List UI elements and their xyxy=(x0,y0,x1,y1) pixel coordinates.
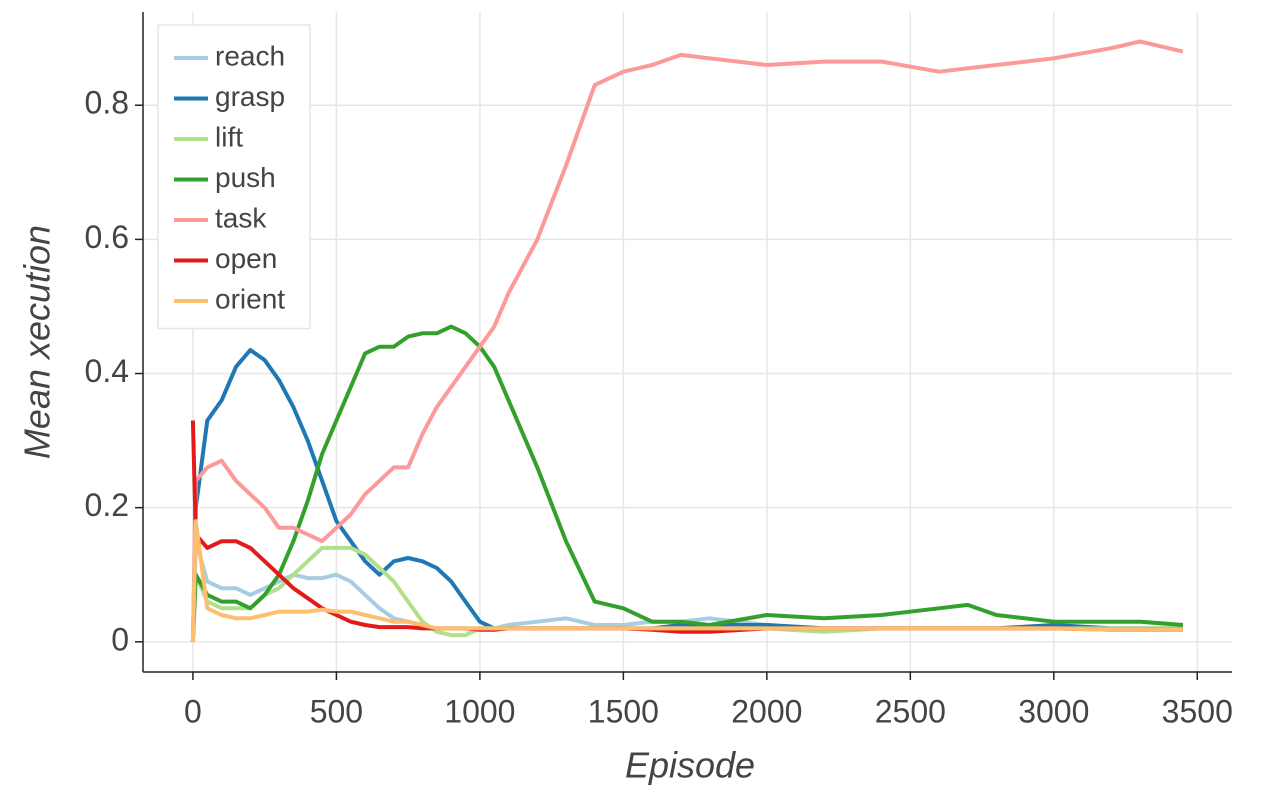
x-tick-label: 1000 xyxy=(444,693,515,729)
x-tick-label: 2000 xyxy=(731,693,802,729)
legend-label: reach xyxy=(215,40,285,71)
series-line xyxy=(190,39,1184,642)
y-tick-label: 0.2 xyxy=(85,487,129,523)
x-tick-label: 500 xyxy=(310,693,363,729)
x-tick-label: 3500 xyxy=(1162,693,1233,729)
y-tick-label: 0.4 xyxy=(85,353,129,389)
y-axis-label: Mean xecution xyxy=(17,225,58,459)
y-tick-label: 0.6 xyxy=(85,219,129,255)
y-tick-label: 0.8 xyxy=(85,85,129,121)
series-line xyxy=(190,519,1183,642)
series-line xyxy=(190,348,1183,642)
x-tick-label: 0 xyxy=(184,693,202,729)
legend-label: grasp xyxy=(215,81,285,112)
series-line xyxy=(190,324,1184,642)
x-tick-label: 1500 xyxy=(588,693,659,729)
legend-label: open xyxy=(215,243,277,274)
legend-box xyxy=(157,24,311,330)
legend-label: task xyxy=(215,202,267,233)
x-tick-label: 3000 xyxy=(1018,693,1089,729)
x-tick-label: 2500 xyxy=(875,693,946,729)
legend-label: lift xyxy=(215,121,243,152)
legend-label: push xyxy=(215,162,276,193)
x-axis-label: Episode xyxy=(625,745,755,786)
y-tick-label: 0 xyxy=(111,621,129,657)
legend-label: orient xyxy=(215,283,285,314)
